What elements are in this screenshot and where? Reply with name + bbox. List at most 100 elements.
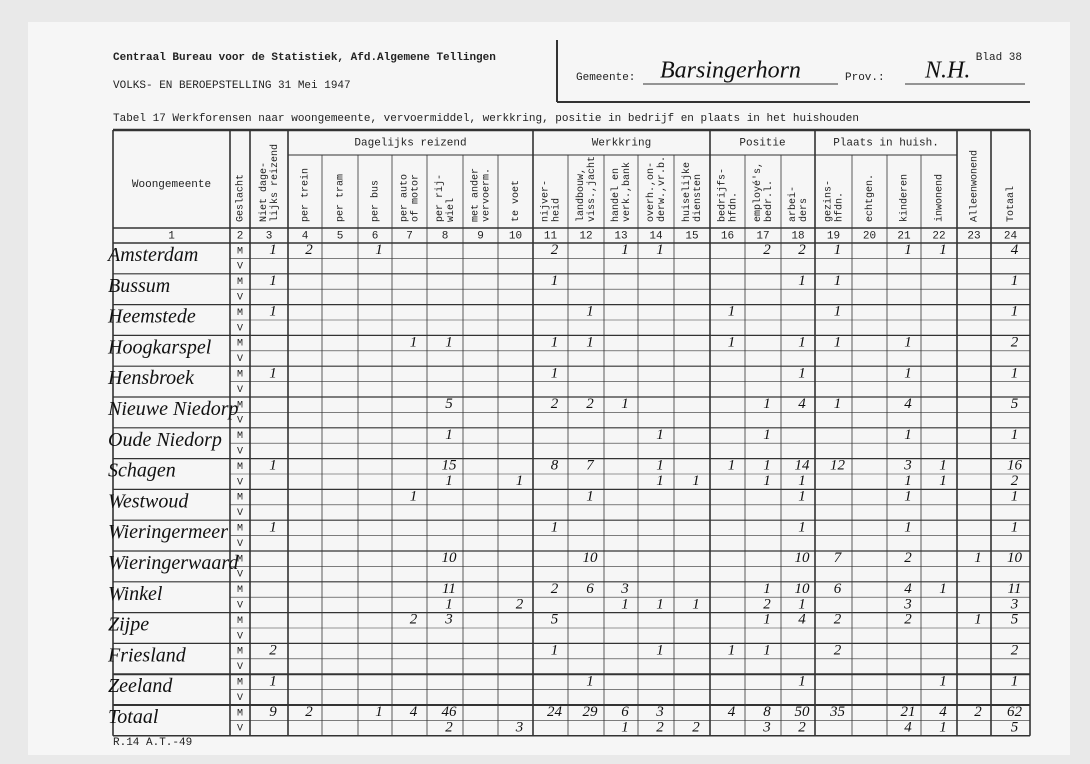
cell-value: 1 xyxy=(904,489,912,505)
province: N.H. xyxy=(924,58,970,84)
cell-value: 46 xyxy=(442,704,458,720)
column-header: vervoerm. xyxy=(482,168,493,222)
column-header: huiselijke xyxy=(681,162,693,222)
sex-label: V xyxy=(237,662,243,673)
cell-value: 1 xyxy=(269,365,277,381)
cell-value: 29 xyxy=(583,704,599,720)
column-header: bedr.l. xyxy=(763,180,775,222)
cell-value: 2 xyxy=(410,612,418,628)
column-header: per rij- xyxy=(434,174,446,222)
cell-value: 1 xyxy=(763,612,771,628)
column-number: 20 xyxy=(863,230,876,242)
cell-value: 9 xyxy=(269,704,277,720)
column-header: per tram xyxy=(336,174,347,222)
sex-label: V xyxy=(237,416,243,427)
sex-label: V xyxy=(237,601,243,612)
cell-value: 6 xyxy=(621,704,629,720)
sex-label: M xyxy=(237,277,243,288)
cell-value: 3 xyxy=(903,458,912,474)
cell-value: 1 xyxy=(1011,519,1019,535)
sex-label: V xyxy=(237,570,243,581)
cell-value: 2 xyxy=(305,242,313,258)
column-number: 5 xyxy=(337,230,344,242)
cell-value: 10 xyxy=(795,550,811,566)
table-title: Tabel 17 Werkforensen naar woongemeente,… xyxy=(113,113,859,125)
cell-value: 1 xyxy=(834,304,842,320)
cell-value: 1 xyxy=(656,242,664,258)
cell-value: 1 xyxy=(798,273,806,289)
cell-value: 1 xyxy=(763,427,771,443)
column-header: handel en xyxy=(610,168,622,222)
cell-value: 5 xyxy=(551,612,559,628)
column-header: te voet xyxy=(511,180,522,222)
cell-value: 1 xyxy=(269,458,277,474)
cell-value: 2 xyxy=(551,242,559,258)
municipality-name: Bussum xyxy=(108,275,170,297)
cell-value: 3 xyxy=(903,596,912,612)
sex-label: V xyxy=(237,693,243,704)
cell-value: 1 xyxy=(269,673,277,689)
column-number: 19 xyxy=(827,230,840,242)
municipality-name: Zeeland xyxy=(108,675,173,697)
sex-label: M xyxy=(237,647,243,658)
cell-value: 2 xyxy=(1011,335,1019,351)
cell-value: 8 xyxy=(551,458,559,474)
column-number: 4 xyxy=(302,230,309,242)
cell-value: 1 xyxy=(904,365,912,381)
cell-value: 1 xyxy=(939,242,947,258)
cell-value: 1 xyxy=(656,596,664,612)
column-header: ders xyxy=(798,198,810,222)
cell-value: 10 xyxy=(795,581,811,597)
cell-value: 2 xyxy=(551,396,559,412)
column-number: 21 xyxy=(897,230,911,242)
sex-label: M xyxy=(237,462,243,473)
sex-label: V xyxy=(237,293,243,304)
cell-value: 6 xyxy=(834,581,842,597)
cell-value: 1 xyxy=(763,458,771,474)
cell-value: 4 xyxy=(1011,242,1019,258)
column-header: Niet dage- xyxy=(258,162,270,222)
sex-label: M xyxy=(237,616,243,627)
cell-value: 1 xyxy=(375,704,383,720)
institute: Centraal Bureau voor de Statistiek, Afd.… xyxy=(113,52,496,64)
column-header: verk.,bank xyxy=(621,162,633,222)
sex-label: V xyxy=(237,385,243,396)
cell-value: 1 xyxy=(763,643,771,659)
column-header: landbouw, xyxy=(575,168,587,222)
municipality-name: Hensbroek xyxy=(107,367,195,389)
column-header: inwonend xyxy=(934,174,946,222)
column-number: 23 xyxy=(967,230,980,242)
cell-value: 1 xyxy=(798,335,806,351)
column-number: 7 xyxy=(406,230,413,242)
sex-label: V xyxy=(237,354,243,365)
cell-value: 1 xyxy=(939,458,947,474)
column-header: lijks reizend xyxy=(269,144,281,222)
column-header: viss.,jacht xyxy=(586,156,598,222)
cell-value: 1 xyxy=(621,242,629,258)
cell-value: 4 xyxy=(904,396,912,412)
cell-value: 1 xyxy=(904,473,912,489)
column-header: arbei- xyxy=(787,186,799,222)
cell-value: 1 xyxy=(834,335,842,351)
cell-value: 2 xyxy=(834,643,842,659)
cell-value: 11 xyxy=(1008,581,1022,597)
cell-value: 2 xyxy=(763,596,771,612)
cell-value: 1 xyxy=(269,304,277,320)
cell-value: 4 xyxy=(904,720,912,736)
cell-value: 1 xyxy=(763,396,771,412)
cell-value: 2 xyxy=(763,242,771,258)
sex-label: M xyxy=(237,370,243,381)
cell-value: 1 xyxy=(1011,304,1019,320)
cell-value: 5 xyxy=(1011,720,1019,736)
column-header: employé's, xyxy=(752,162,764,222)
column-header: gezins- xyxy=(823,180,835,222)
cell-value: 2 xyxy=(551,581,559,597)
municipality-name: Wieringermeer xyxy=(108,521,228,543)
column-number: 22 xyxy=(932,230,945,242)
cell-value: 1 xyxy=(269,519,277,535)
cell-value: 1 xyxy=(621,720,629,736)
column-number: 1 xyxy=(168,230,175,242)
sex-label: V xyxy=(237,539,243,550)
cell-value: 1 xyxy=(445,596,453,612)
cell-value: 7 xyxy=(586,458,595,474)
